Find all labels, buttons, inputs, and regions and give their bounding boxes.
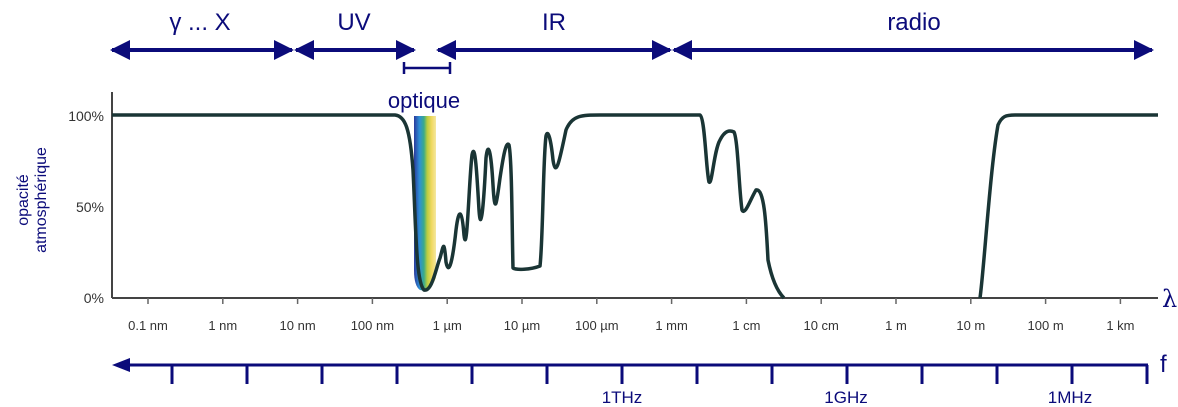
y-axis-label-line2: atmosphérique	[33, 147, 50, 253]
visible-spectrum	[414, 116, 436, 291]
wavelength-tick-label: 10 cm	[803, 318, 838, 333]
frequency-ticks	[170, 365, 1149, 384]
wavelength-tick-label: 10 nm	[280, 318, 316, 333]
freq-label-1ghz: 1GHz	[824, 388, 867, 407]
f-symbol: f	[1160, 351, 1167, 378]
opacity-curve	[112, 113, 786, 300]
wavelength-ticks: 0.1 nm 1 nm 10 nm 100 nm 1 µm 10 µm 100 µm 1 mm…	[128, 298, 1134, 333]
frequency-arrowhead	[112, 358, 130, 372]
wavelength-tick-label: 10 m	[956, 318, 985, 333]
band-label-gamma-x: γ ... X	[169, 9, 230, 36]
wavelength-tick-label: 0.1 nm	[128, 318, 168, 333]
y-tick-50: 50%	[76, 199, 104, 215]
freq-label-1mhz: 1MHz	[1048, 388, 1092, 407]
radio-window-curve	[978, 113, 1158, 299]
band-label-uv: UV	[337, 9, 370, 36]
lambda-symbol: λ	[1162, 285, 1177, 313]
wavelength-tick-label: 100 nm	[351, 318, 394, 333]
freq-label-1thz: 1THz	[602, 388, 643, 407]
y-tick-0: 0%	[84, 290, 104, 306]
band-label-optique: optique	[388, 88, 460, 113]
wavelength-tick-label: 100 µm	[575, 318, 619, 333]
wavelength-tick-label: 1 mm	[655, 318, 688, 333]
wavelength-tick-label: 1 nm	[208, 318, 237, 333]
optique-bracket	[402, 62, 452, 74]
wavelength-tick-label: 10 µm	[504, 318, 540, 333]
band-label-radio: radio	[887, 9, 940, 36]
y-axis-label-line1: opacité	[15, 174, 32, 226]
y-axis-label: opacité atmosphérique	[15, 147, 50, 253]
y-tick-100: 100%	[68, 108, 104, 124]
wavelength-tick-label: 1 cm	[732, 318, 760, 333]
wavelength-tick-label: 1 µm	[433, 318, 462, 333]
band-label-ir: IR	[542, 9, 566, 36]
wavelength-tick-label: 1 km	[1106, 318, 1134, 333]
wavelength-tick-label: 1 m	[885, 318, 907, 333]
wavelength-tick-label: 100 m	[1028, 318, 1064, 333]
